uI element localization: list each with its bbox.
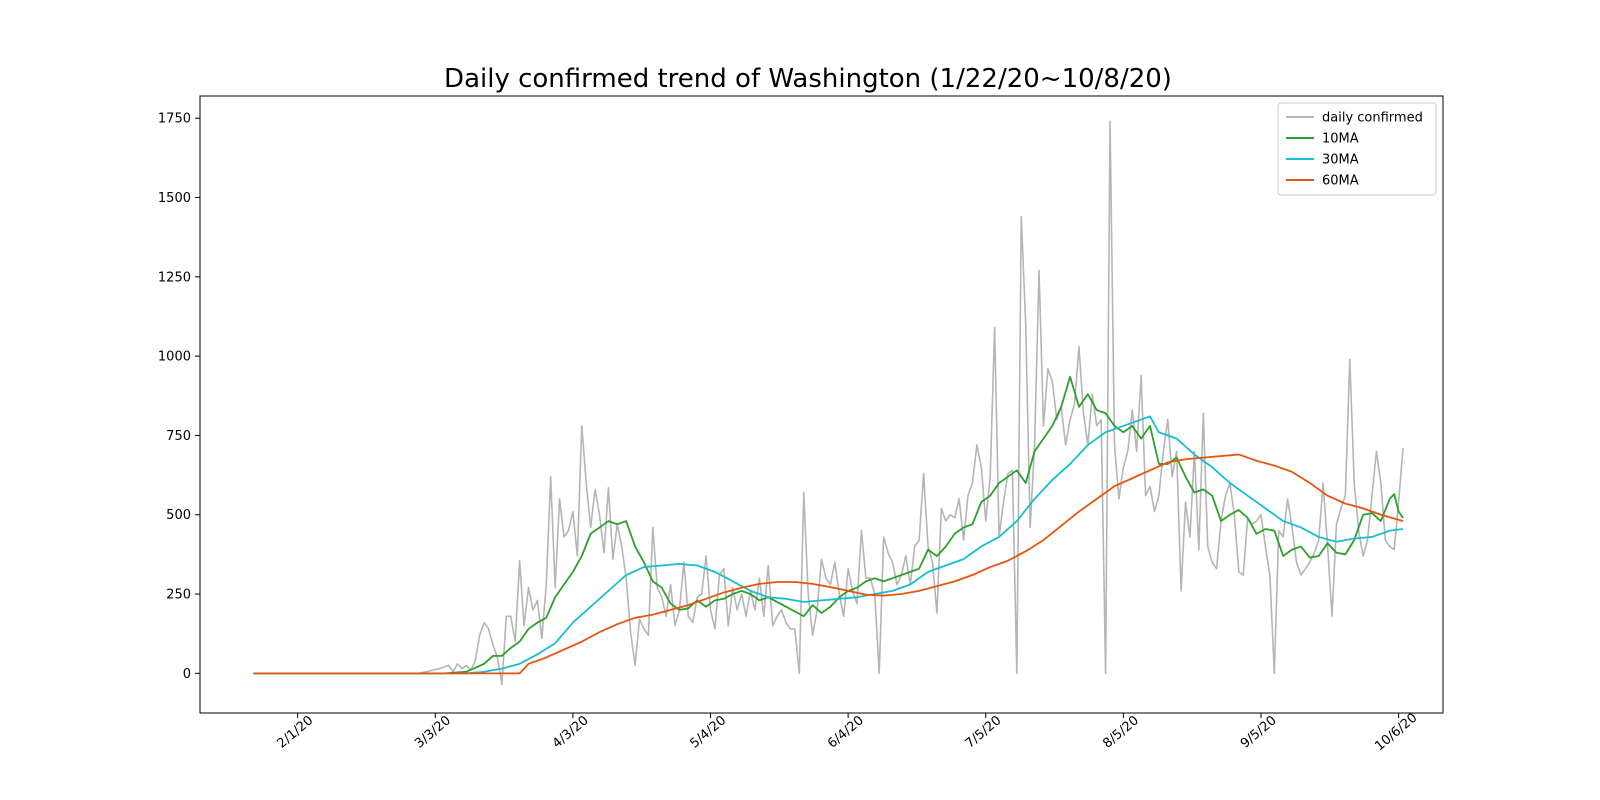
series-line-30ma	[253, 415, 1404, 675]
legend-label: 10MA	[1322, 132, 1359, 147]
x-tick-label: 7/5/20	[963, 713, 1005, 751]
x-tick-label: 9/5/20	[1238, 713, 1280, 751]
y-tick-label: 1250	[158, 270, 191, 285]
y-tick-label: 0	[183, 667, 191, 682]
x-axis: 2/1/20 3/3/20 4/3/20 5/4/20 6/4/20 7/5/20 8/5/…	[275, 710, 1421, 754]
legend-label: 30MA	[1322, 153, 1359, 168]
y-axis: 0 250 500 750 1000 1250 1500 1750	[158, 112, 200, 682]
y-tick-label: 1750	[158, 112, 191, 127]
y-tick-label: 1000	[158, 350, 191, 365]
legend: daily confirmed 10MA 30MA 60MA	[1277, 102, 1437, 196]
x-tick-label: 6/4/20	[825, 713, 867, 751]
legend-box	[1277, 102, 1437, 196]
y-tick-label: 1500	[158, 191, 191, 206]
legend-label: daily confirmed	[1322, 111, 1423, 126]
series-line-daily-confirmed	[253, 120, 1404, 686]
y-tick-label: 750	[166, 429, 191, 444]
y-tick-label: 500	[166, 508, 191, 523]
axes-frame	[199, 95, 1444, 714]
legend-label: 60MA	[1322, 174, 1359, 189]
y-tick-label: 250	[166, 588, 191, 603]
chart-title: Daily confirmed trend of Washington (1/2…	[444, 64, 1172, 94]
plot-area	[253, 120, 1404, 686]
x-tick-label: 10/6/20	[1372, 710, 1420, 754]
x-tick-label: 3/3/20	[412, 713, 454, 751]
series-line-60ma	[253, 453, 1404, 675]
x-tick-label: 2/1/20	[275, 713, 317, 751]
x-tick-label: 4/3/20	[550, 713, 592, 751]
x-tick-label: 8/5/20	[1100, 713, 1142, 751]
series-line-10ma	[253, 375, 1404, 675]
x-tick-label: 5/4/20	[687, 713, 729, 751]
